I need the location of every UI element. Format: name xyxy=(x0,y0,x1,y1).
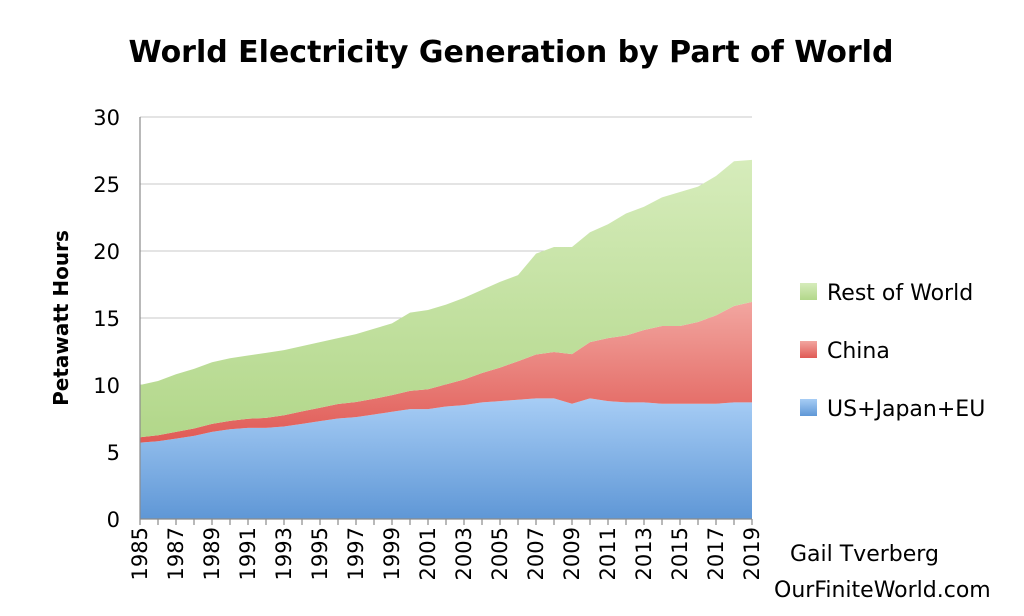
x-tick-label: 2011 xyxy=(596,527,620,580)
area-series-rest-of-world xyxy=(140,159,752,438)
x-tick-label: 1999 xyxy=(380,527,404,580)
credit-author: Gail Tverberg xyxy=(790,542,939,567)
area-series-us-japan-eu xyxy=(140,398,752,519)
axes xyxy=(139,117,753,525)
stacked-areas xyxy=(140,159,752,519)
y-tick-label: 25 xyxy=(93,173,120,197)
x-tick-label: 2017 xyxy=(704,527,728,580)
legend: Rest of World China US+Japan+EU xyxy=(800,281,985,422)
x-tick-label: 1991 xyxy=(236,527,260,580)
x-tick-label: 2005 xyxy=(488,527,512,580)
y-tick-label: 5 xyxy=(107,441,120,465)
credit-website: OurFiniteWorld.com xyxy=(774,578,991,603)
x-tick-label: 1993 xyxy=(272,527,296,580)
x-tick-labels: 1985 1987 1989 1991 1993 1995 1997 1999 2001 2003… xyxy=(128,527,764,580)
y-tick-label: 15 xyxy=(93,307,120,331)
x-tick-label: 1997 xyxy=(344,527,368,580)
legend-swatch-china xyxy=(800,341,817,358)
legend-label-rest-of-world: Rest of World xyxy=(827,281,973,306)
y-axis-label: Petawatt Hours xyxy=(49,230,73,406)
x-tick-label: 2003 xyxy=(452,527,476,580)
x-tick-label: 2019 xyxy=(740,527,764,580)
x-tick-label: 2001 xyxy=(416,527,440,580)
legend-swatch-rest-of-world xyxy=(800,283,817,300)
legend-label-china: China xyxy=(827,339,890,364)
x-tick-label: 1985 xyxy=(128,527,152,580)
y-tick-label: 0 xyxy=(107,508,120,532)
legend-swatch-us-japan-eu xyxy=(800,399,817,416)
y-tick-label: 30 xyxy=(93,106,120,130)
legend-label-us-japan-eu: US+Japan+EU xyxy=(827,397,985,422)
x-tick-label: 1989 xyxy=(200,527,224,580)
x-tick-label: 2013 xyxy=(632,527,656,580)
y-tick-label: 10 xyxy=(93,374,120,398)
x-tick-label: 1995 xyxy=(308,527,332,580)
x-tick-label: 2009 xyxy=(560,527,584,580)
x-tick-label: 2007 xyxy=(524,527,548,580)
y-tick-label: 20 xyxy=(93,240,120,264)
chart-title: World Electricity Generation by Part of … xyxy=(129,35,894,70)
x-tick-label: 1987 xyxy=(164,527,188,580)
y-tick-labels: 0 5 10 15 20 25 30 xyxy=(93,106,120,532)
area-series-china xyxy=(140,301,752,443)
x-tick-label: 2015 xyxy=(668,527,692,580)
